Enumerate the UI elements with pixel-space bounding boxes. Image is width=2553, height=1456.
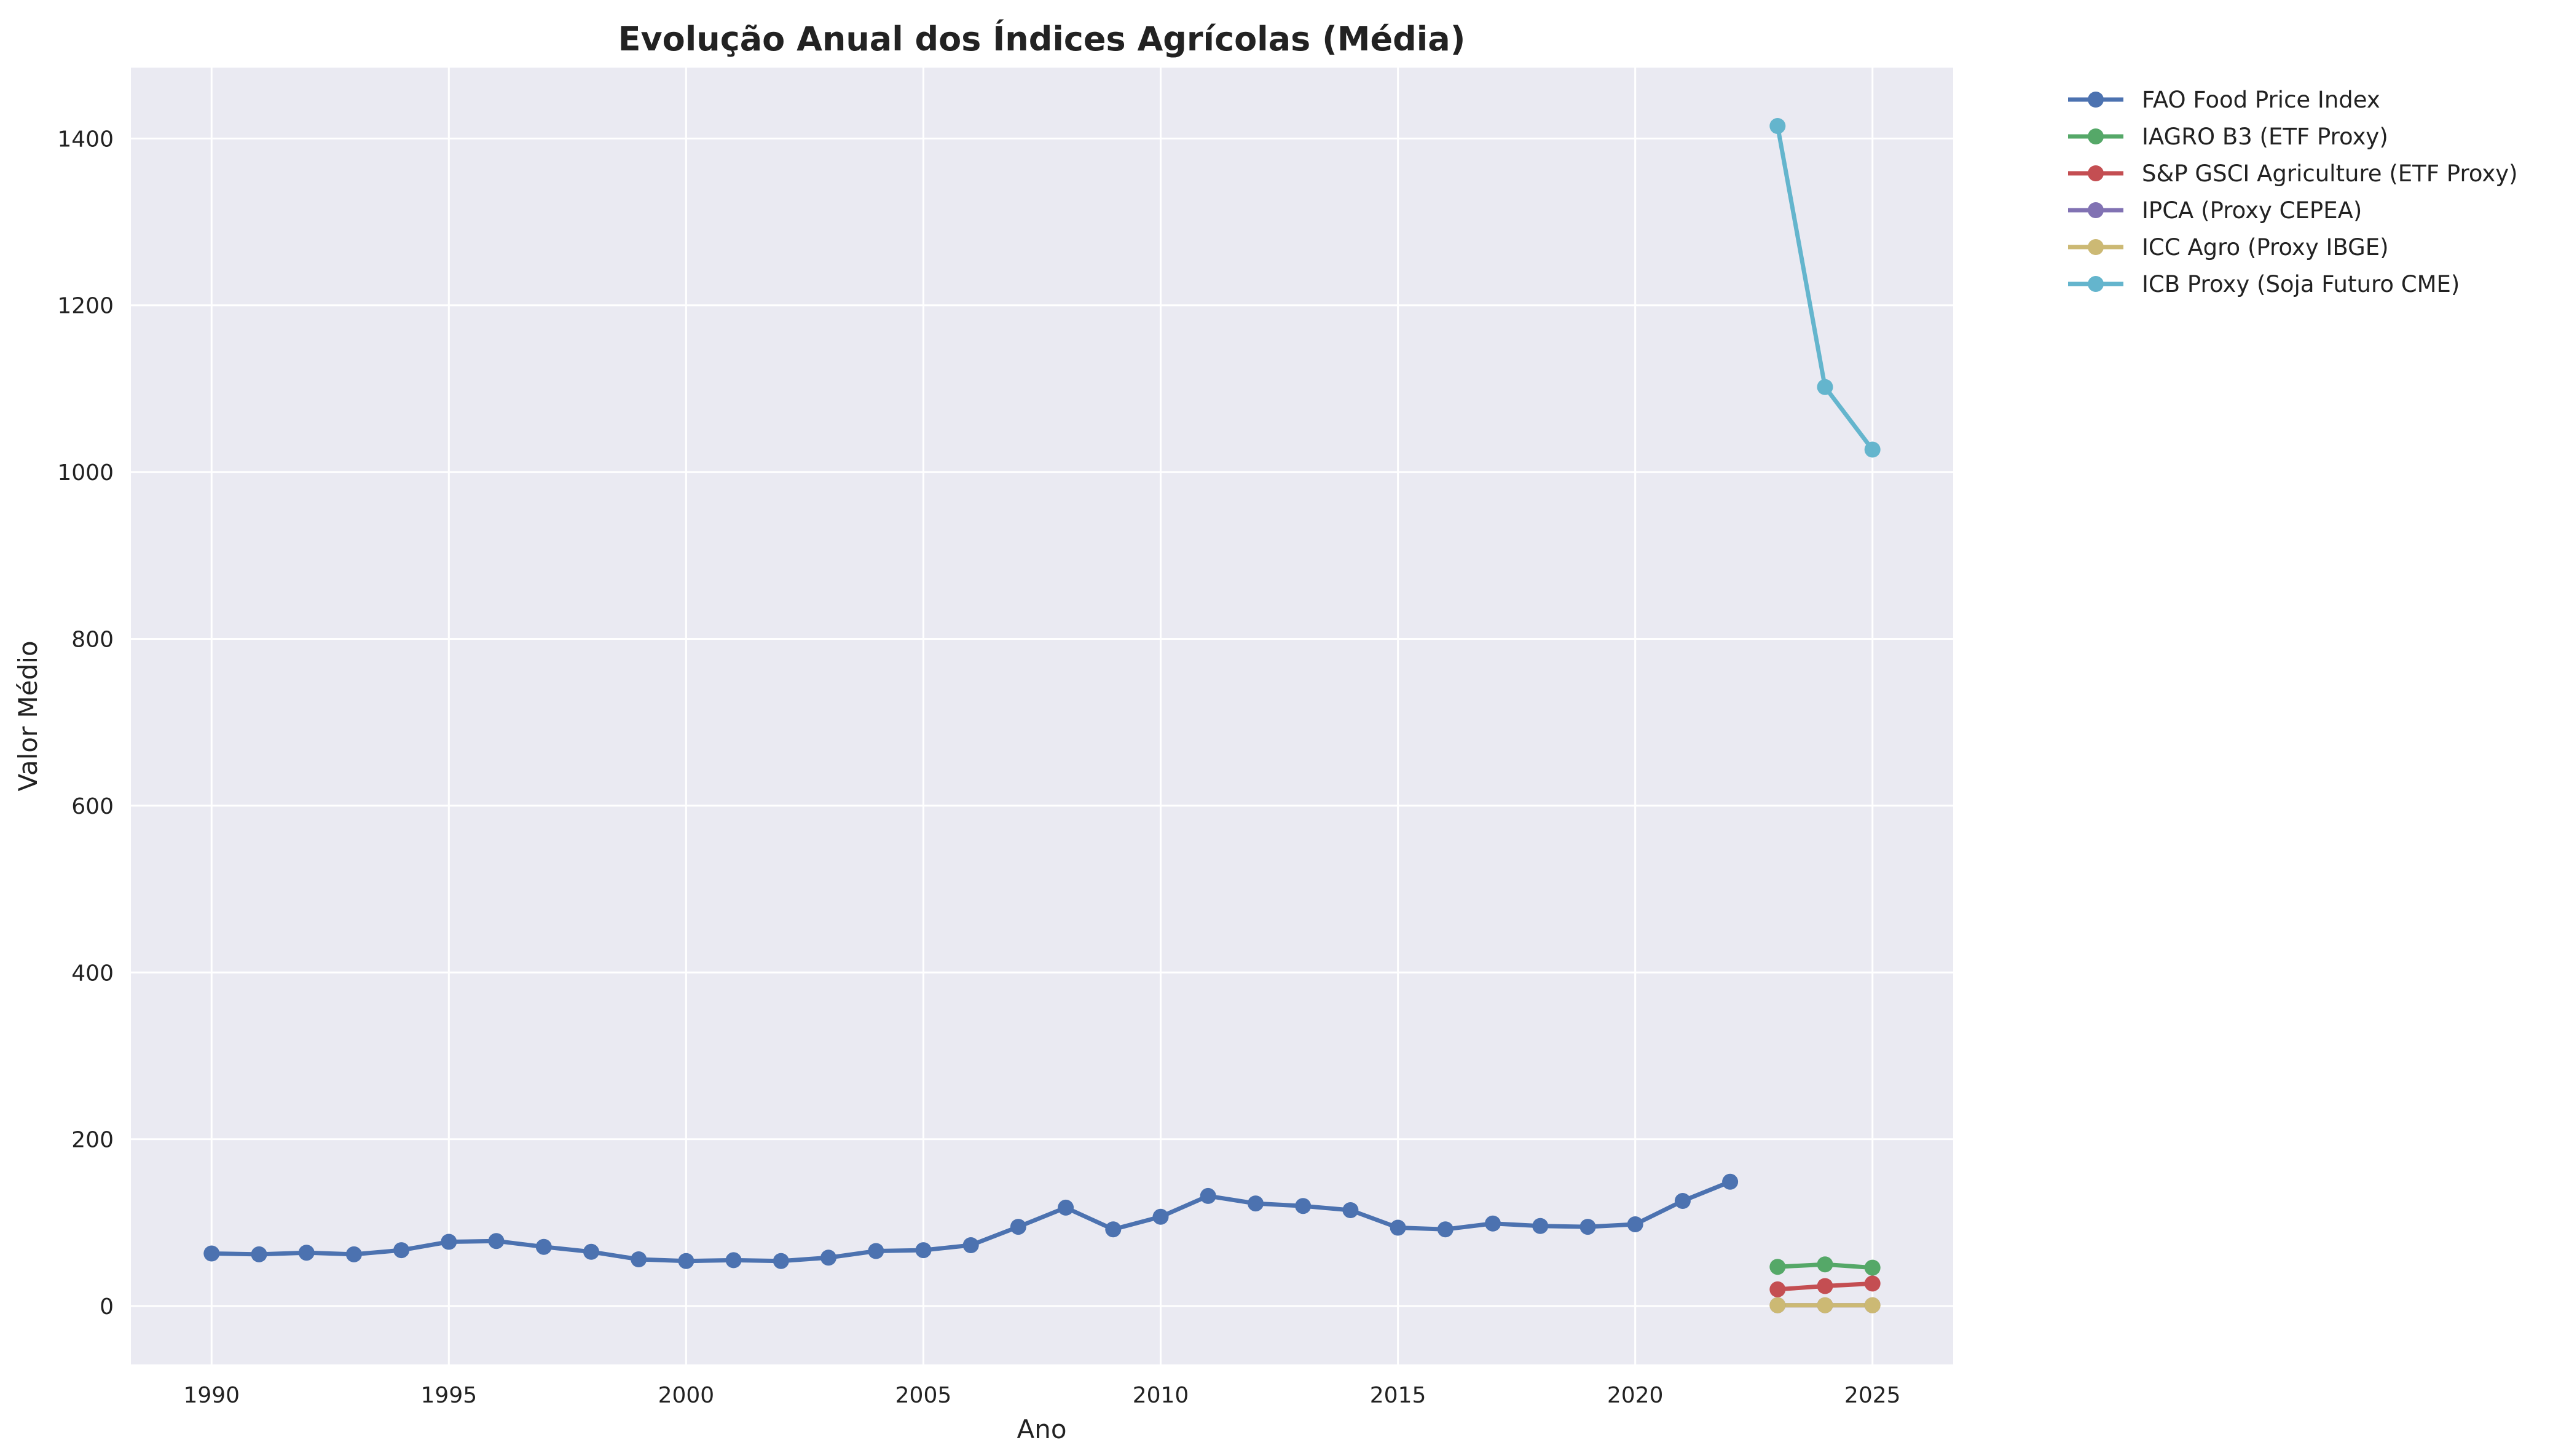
data-point-s-p-gsci-agriculture-etf-proxy: [1769, 1281, 1786, 1297]
data-point-fao-food-price-index: [1579, 1219, 1596, 1235]
legend-label-icc-agro-proxy-ibge: ICC Agro (Proxy IBGE): [2142, 234, 2389, 261]
data-point-fao-food-price-index: [583, 1243, 599, 1260]
legend-marker-icc-agro-proxy-ibge: [2088, 239, 2104, 255]
data-point-icb-proxy-soja-futuro-cme: [1864, 441, 1881, 458]
legend-entry-icc-agro-proxy-ibge: ICC Agro (Proxy IBGE): [2068, 234, 2389, 261]
series-points: [203, 118, 1881, 1313]
y-tick-label: 1400: [57, 127, 114, 152]
x-tick-label: 2010: [1133, 1383, 1189, 1408]
data-point-icb-proxy-soja-futuro-cme: [1817, 379, 1833, 395]
legend-entry-s-p-gsci-agriculture-etf-proxy: S&P GSCI Agriculture (ETF Proxy): [2068, 160, 2518, 187]
data-point-fao-food-price-index: [1200, 1187, 1216, 1204]
data-point-fao-food-price-index: [298, 1245, 315, 1261]
data-point-iagro-b3-etf-proxy: [1817, 1256, 1833, 1273]
legend: FAO Food Price Index IAGRO B3 (ETF Proxy)…: [2068, 87, 2518, 297]
data-point-icb-proxy-soja-futuro-cme: [1769, 118, 1786, 134]
x-axis-ticks: 1990 1995 2000 2005 2010 2015 2020 2025: [183, 1383, 1900, 1408]
chart-title: Evolução Anual dos Índices Agrícolas (Mé…: [618, 20, 1466, 58]
data-point-fao-food-price-index: [251, 1246, 267, 1262]
data-point-fao-food-price-index: [820, 1249, 836, 1266]
data-point-icc-agro-proxy-ibge: [1817, 1297, 1833, 1313]
data-point-fao-food-price-index: [678, 1253, 694, 1269]
data-point-fao-food-price-index: [488, 1233, 505, 1249]
legend-entry-fao-food-price-index: FAO Food Price Index: [2068, 87, 2380, 113]
legend-marker-iagro-b3-etf-proxy: [2088, 128, 2104, 144]
x-tick-label: 1995: [421, 1383, 478, 1408]
x-tick-label: 2000: [658, 1383, 715, 1408]
data-point-fao-food-price-index: [631, 1251, 647, 1267]
legend-entry-iagro-b3-etf-proxy: IAGRO B3 (ETF Proxy): [2068, 124, 2388, 150]
data-point-fao-food-price-index: [1722, 1173, 1739, 1190]
x-axis-label: Ano: [1017, 1414, 1066, 1444]
data-point-fao-food-price-index: [1390, 1219, 1406, 1236]
y-tick-label: 1000: [57, 460, 114, 486]
x-tick-label: 2005: [895, 1383, 952, 1408]
data-point-fao-food-price-index: [1152, 1208, 1169, 1225]
data-point-fao-food-price-index: [1342, 1202, 1359, 1218]
data-point-fao-food-price-index: [1532, 1218, 1549, 1234]
legend-marker-s-p-gsci-agriculture-etf-proxy: [2088, 165, 2104, 181]
data-point-fao-food-price-index: [1058, 1199, 1074, 1216]
data-point-fao-food-price-index: [1627, 1216, 1643, 1232]
y-tick-label: 600: [71, 794, 114, 819]
x-tick-label: 1990: [183, 1383, 240, 1408]
x-tick-label: 2025: [1844, 1383, 1901, 1408]
data-point-fao-food-price-index: [1248, 1195, 1264, 1212]
data-point-fao-food-price-index: [1105, 1221, 1122, 1238]
data-point-fao-food-price-index: [915, 1242, 932, 1259]
data-point-fao-food-price-index: [725, 1252, 742, 1269]
y-axis-ticks: 0 200 400 600 800 1000 1200 1400: [57, 127, 114, 1320]
data-point-fao-food-price-index: [962, 1237, 979, 1253]
y-tick-label: 0: [100, 1294, 114, 1320]
legend-entry-ipca-proxy-cepea: IPCA (Proxy CEPEA): [2068, 197, 2362, 224]
data-point-fao-food-price-index: [203, 1245, 220, 1262]
legend-label-fao-food-price-index: FAO Food Price Index: [2142, 87, 2380, 113]
y-axis-label: Valor Médio: [13, 640, 43, 791]
legend-label-ipca-proxy-cepea: IPCA (Proxy CEPEA): [2142, 197, 2362, 224]
y-tick-label: 400: [71, 961, 114, 986]
data-point-fao-food-price-index: [345, 1246, 362, 1262]
data-point-fao-food-price-index: [773, 1253, 789, 1269]
legend-marker-icb-proxy-soja-futuro-cme: [2088, 276, 2104, 292]
y-tick-label: 200: [71, 1128, 114, 1153]
y-tick-label: 800: [71, 627, 114, 652]
legend-label-iagro-b3-etf-proxy: IAGRO B3 (ETF Proxy): [2142, 124, 2388, 150]
data-point-s-p-gsci-agriculture-etf-proxy: [1864, 1275, 1881, 1292]
data-point-fao-food-price-index: [393, 1242, 410, 1259]
legend-label-icb-proxy-soja-futuro-cme: ICB Proxy (Soja Futuro CME): [2142, 271, 2460, 297]
data-point-icc-agro-proxy-ibge: [1769, 1297, 1786, 1313]
data-point-fao-food-price-index: [1674, 1193, 1691, 1209]
x-tick-label: 2020: [1607, 1383, 1664, 1408]
legend-marker-fao-food-price-index: [2088, 92, 2104, 108]
data-point-iagro-b3-etf-proxy: [1864, 1259, 1881, 1276]
data-point-icc-agro-proxy-ibge: [1864, 1297, 1881, 1313]
data-point-fao-food-price-index: [1485, 1215, 1501, 1232]
legend-label-s-p-gsci-agriculture-etf-proxy: S&P GSCI Agriculture (ETF Proxy): [2142, 160, 2518, 187]
x-tick-label: 2015: [1370, 1383, 1426, 1408]
data-point-fao-food-price-index: [441, 1234, 457, 1250]
legend-marker-ipca-proxy-cepea: [2088, 202, 2104, 218]
data-point-fao-food-price-index: [1295, 1198, 1312, 1214]
data-point-s-p-gsci-agriculture-etf-proxy: [1817, 1278, 1833, 1294]
data-point-iagro-b3-etf-proxy: [1769, 1259, 1786, 1275]
grid: [131, 68, 1953, 1364]
plot-background: [131, 68, 1953, 1364]
y-tick-label: 1200: [57, 294, 114, 319]
data-point-fao-food-price-index: [1437, 1221, 1454, 1238]
data-point-fao-food-price-index: [1010, 1219, 1026, 1235]
data-point-fao-food-price-index: [535, 1238, 552, 1255]
data-point-fao-food-price-index: [868, 1243, 884, 1259]
legend-entry-icb-proxy-soja-futuro-cme: ICB Proxy (Soja Futuro CME): [2068, 271, 2460, 297]
